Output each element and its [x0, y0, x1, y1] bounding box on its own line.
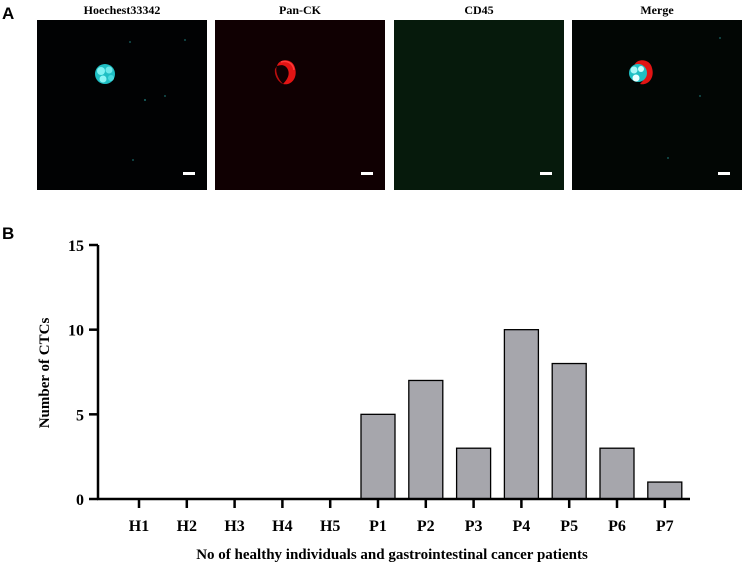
x-axis-title: No of healthy individuals and gastrointe… — [196, 547, 588, 563]
y-axis-title: Number of CTCs — [37, 318, 53, 429]
bar-p4 — [503, 329, 540, 500]
y-tick-label: 0 — [76, 492, 84, 509]
bar-p7 — [647, 481, 683, 500]
scale-bar — [183, 172, 195, 175]
x-tick-label: P1 — [369, 518, 387, 535]
micrograph-cd45 — [394, 20, 564, 190]
micrograph-panck — [215, 20, 385, 190]
micrograph-title-hoechst: Hoechest33342 — [83, 3, 161, 17]
bar-p5 — [551, 362, 587, 500]
scale-bar — [361, 172, 373, 175]
x-tick-label: H2 — [177, 518, 197, 535]
panel-b-label: B — [2, 224, 15, 243]
scale-bar — [540, 172, 552, 175]
x-tick-label: P4 — [513, 518, 531, 535]
scale-bar — [718, 172, 730, 175]
panel-a-label: A — [2, 4, 15, 23]
micrograph-title-cd45: CD45 — [464, 3, 494, 17]
micrograph-hoechst — [37, 20, 207, 190]
micrograph-title-merge: Merge — [640, 3, 674, 17]
bar-p2 — [408, 379, 444, 500]
x-tick-label: H3 — [224, 518, 244, 535]
cytokeratin-cell — [274, 60, 296, 85]
micrograph-merge — [572, 20, 742, 190]
micrograph-title-panck: Pan-CK — [279, 3, 321, 17]
x-tick-label: H5 — [320, 518, 340, 535]
y-tick-label: 5 — [76, 407, 84, 424]
x-tick-label: P5 — [560, 518, 578, 535]
x-tick-label: P2 — [417, 518, 435, 535]
nucleus-cell — [95, 64, 115, 84]
x-tick-label: P3 — [465, 518, 483, 535]
ctc-bar-chart: 0 5 10 15 H1 H2 H3 H4 H5 P1 P2 P3 P4 P5 P6 P7 Number of… — [37, 238, 690, 563]
bar-p3 — [455, 447, 492, 500]
x-tick-label: P6 — [608, 518, 626, 535]
bar-p6 — [599, 447, 635, 500]
bar-p1 — [360, 413, 396, 500]
merged-cell — [629, 60, 653, 85]
y-tick-label: 15 — [68, 238, 84, 255]
x-tick-label: P7 — [656, 518, 674, 535]
y-tick-label: 10 — [68, 323, 84, 340]
x-tick-label: H1 — [129, 518, 149, 535]
x-tick-label: H4 — [272, 518, 292, 535]
